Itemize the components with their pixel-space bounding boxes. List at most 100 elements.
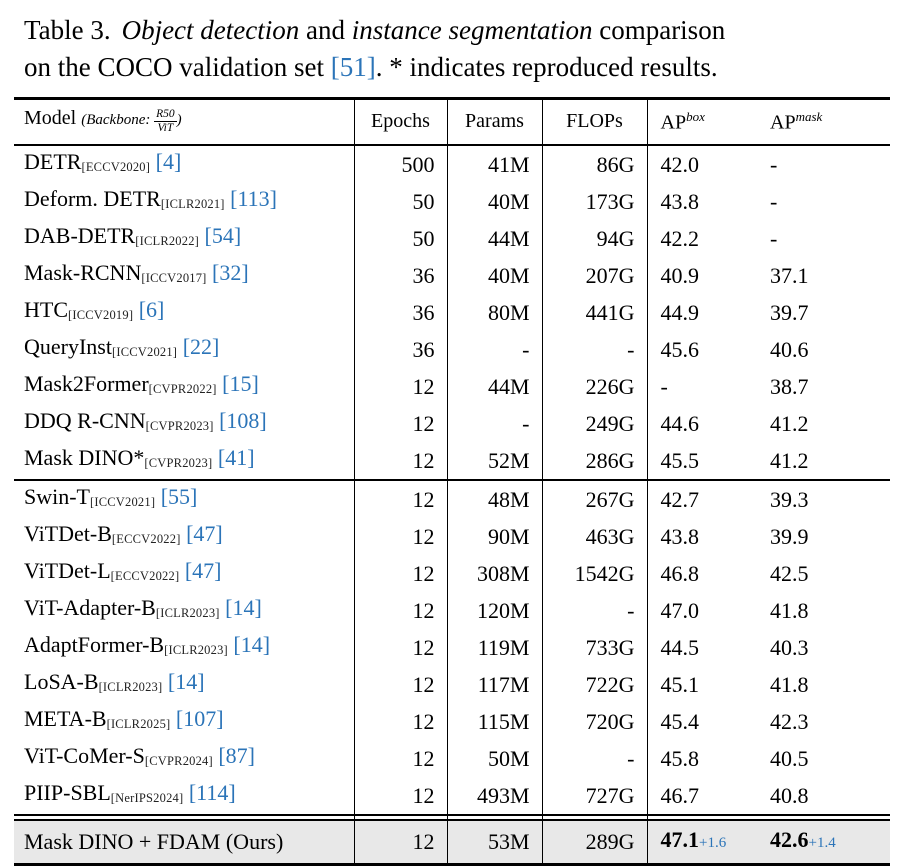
ap-box-cell: 43.8 <box>646 517 757 555</box>
venue-tag: [ICCV2019] <box>68 307 134 322</box>
table-row: ViTDet-L[ECCV2022] [47] 12 308M 1542G 46.8 42… <box>14 554 890 592</box>
citation-link[interactable]: [54] <box>199 222 242 248</box>
flops-cell: - <box>541 330 647 368</box>
ap-box-cell: 46.8 <box>646 554 757 592</box>
citation-link[interactable]: [55] <box>155 483 198 509</box>
citation-link[interactable]: [15] <box>216 370 259 396</box>
model-name: Deform. DETR <box>24 185 161 211</box>
venue-tag: [ICLR2023] <box>155 605 220 620</box>
citation-link[interactable]: [47] <box>180 520 223 546</box>
params-cell: 40M <box>446 182 542 220</box>
ap-mask-cell: 41.8 <box>770 597 809 623</box>
ap-mask-cell: 42.5 <box>770 560 809 586</box>
flops-cell: 441G <box>541 293 647 331</box>
model-cell: META-B[ICLR2025] [107] <box>14 703 354 740</box>
ap-mask-cell: 40.5 <box>770 745 809 771</box>
header-ap-box: APbox <box>646 98 757 145</box>
citation-link[interactable]: [47] <box>179 557 222 583</box>
venue-tag: [CVPR2023] <box>144 455 213 470</box>
ap-mask-cell: - <box>770 188 778 214</box>
model-cell: ViTDet-B[ECCV2022] [47] <box>14 518 354 555</box>
venue-tag: [ICCV2021] <box>90 494 156 509</box>
ap-mask-cell: 39.3 <box>770 486 809 512</box>
citation-link[interactable]: [113] <box>224 185 278 211</box>
backbone-fraction: R50 ViT <box>154 108 177 135</box>
citation-link[interactable]: [14] <box>162 668 205 694</box>
highlight-group: Mask DINO + FDAM (Ours) 12 53M 289G 47.1… <box>14 819 890 865</box>
model-name: Swin-T <box>24 483 90 509</box>
model-name: LoSA-B <box>24 668 99 694</box>
citation-link[interactable]: [87] <box>212 742 256 768</box>
ap-mask-gain: +1.4 <box>808 834 836 851</box>
venue-tag: [ICCV2017] <box>141 270 207 285</box>
epochs-cell: 12 <box>353 404 447 442</box>
table-caption: Table 3. Object detection and instance se… <box>24 12 890 85</box>
ap-mask-cell: 42.3 <box>770 708 809 734</box>
ap-mask-cell: 41.2 <box>770 447 809 473</box>
citation-link[interactable]: [22] <box>177 333 220 359</box>
table-row: HTC[ICCV2019] [6] 36 80M 441G 44.9 39.7 <box>14 293 890 331</box>
model-name: Mask-RCNN <box>24 259 142 285</box>
table-row: LoSA-B[ICLR2023] [14] 12 117M 722G 45.1 41.8 <box>14 665 890 703</box>
flops-cell: 267G <box>541 479 647 518</box>
citation-link[interactable]: [32] <box>206 259 249 285</box>
ap-mask-value: 42.6 <box>770 826 809 852</box>
ap-box-cell: 42.2 <box>646 219 757 257</box>
citation-link[interactable]: [6] <box>133 296 165 322</box>
epochs-cell: 12 <box>353 702 447 740</box>
ap-box-cell: 42.7 <box>646 479 757 518</box>
model-name: Mask2Former <box>24 370 149 396</box>
epochs-cell: 12 <box>353 739 447 777</box>
header-flops: FLOPs <box>541 98 647 145</box>
header-ap-mask: APmask <box>770 108 823 134</box>
ap-mask-cell: - <box>770 151 778 177</box>
flops-cell: - <box>541 739 647 777</box>
ours-ap-mask-cell: 42.6+1.4 <box>757 819 890 865</box>
model-cell: ViTDet-L[ECCV2022] [47] <box>14 555 354 592</box>
model-cell: ViT-Adapter-B[ICLR2023] [14] <box>14 592 354 629</box>
caption-italic-instance-segmentation: instance segmentation <box>351 15 593 45</box>
model-name: HTC <box>24 296 68 322</box>
flops-cell: 720G <box>541 702 647 740</box>
model-cell: AdaptFormer-B[ICLR2023] [14] <box>14 629 354 666</box>
header-model: Model (Backbone: R50 ViT) <box>14 99 354 145</box>
model-cell: LoSA-B[ICLR2023] [14] <box>14 666 354 703</box>
caption-citation-link[interactable]: [51] <box>330 51 376 82</box>
ap-box-cell: 47.0 <box>646 591 757 629</box>
ap-box-cell: 44.9 <box>646 293 757 331</box>
ap-box-cell: 44.6 <box>646 404 757 442</box>
ours-row: Mask DINO + FDAM (Ours) 12 53M 289G 47.1… <box>14 819 890 865</box>
citation-link[interactable]: [41] <box>212 444 255 470</box>
model-name: DAB-DETR <box>24 222 136 248</box>
flops-cell: 463G <box>541 517 647 555</box>
citation-link[interactable]: [4] <box>150 148 182 174</box>
model-cell: Swin-T[ICCV2021] [55] <box>14 480 354 518</box>
ap-box-cell: 42.0 <box>646 144 757 183</box>
ap-box-cell: 46.7 <box>646 776 757 815</box>
citation-link[interactable]: [114] <box>183 779 236 805</box>
epochs-cell: 36 <box>353 256 447 294</box>
results-table: Model (Backbone: R50 ViT) Epochs Params F… <box>14 97 890 866</box>
flops-cell: - <box>541 591 647 629</box>
caption-text: comparison <box>599 15 726 45</box>
params-cell: 115M <box>446 702 542 740</box>
model-name: META-B <box>24 705 107 731</box>
ap-mask-cell: 39.9 <box>770 523 809 549</box>
flops-cell: 249G <box>541 404 647 442</box>
ap-box-cell: 45.5 <box>646 441 757 480</box>
params-cell: 119M <box>446 628 542 666</box>
citation-link[interactable]: [107] <box>170 705 224 731</box>
ap-box-gain: +1.6 <box>699 834 727 851</box>
caption-label: Table 3. <box>24 15 111 45</box>
table-row: ViTDet-B[ECCV2022] [47] 12 90M 463G 43.8 39.9 <box>14 517 890 555</box>
table-row: DETR[ECCV2020] [4] 500 41M 86G 42.0- <box>14 144 890 183</box>
model-name: ViTDet-L <box>24 557 111 583</box>
citation-link[interactable]: [14] <box>219 594 262 620</box>
citation-link[interactable]: [108] <box>213 407 267 433</box>
model-cell: DETR[ECCV2020] [4] <box>14 145 354 183</box>
model-name: DETR <box>24 148 82 174</box>
flops-cell: 86G <box>541 144 647 183</box>
table-row: Mask DINO*[CVPR2023] [41] 12 52M 286G 45.5 41… <box>14 441 890 480</box>
citation-link[interactable]: [14] <box>227 631 271 657</box>
